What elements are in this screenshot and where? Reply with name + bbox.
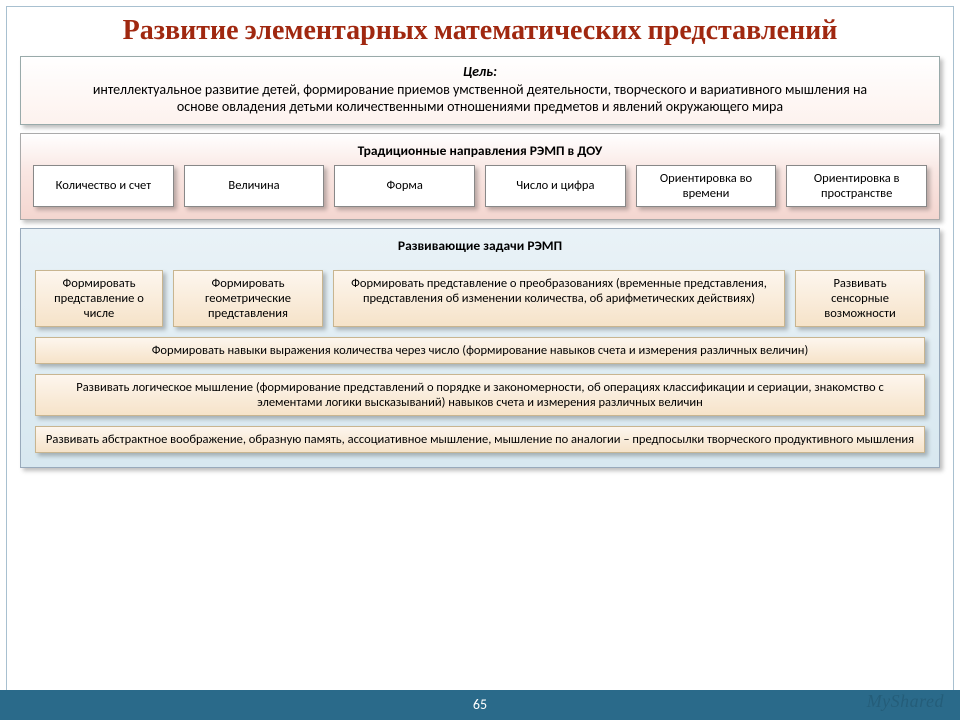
traditional-row: Количество и счет Величина Форма Число и… — [33, 165, 927, 207]
goal-label: Цель: — [463, 63, 497, 80]
task-item-wide: Формировать навыки выражения количества … — [35, 337, 925, 364]
traditional-item: Величина — [184, 165, 325, 207]
goal-box: Цель: интеллектуальное развитие детей, ф… — [20, 56, 940, 125]
task-item: Развивать сенсорные возможности — [795, 270, 925, 327]
page-number: 65 — [473, 696, 487, 713]
slide-title: Развитие элементарных математических пре… — [20, 14, 940, 46]
task-item-wide: Развивать абстрактное воображение, образ… — [35, 426, 925, 453]
traditional-item: Количество и счет — [33, 165, 174, 207]
traditional-item: Ориентировка в пространстве — [786, 165, 927, 207]
traditional-title: Традиционные направления РЭМП в ДОУ — [33, 142, 927, 159]
watermark: MyShared — [867, 691, 944, 712]
traditional-item: Число и цифра — [485, 165, 626, 207]
traditional-item: Ориентировка во времени — [636, 165, 777, 207]
task-item: Формировать геометрические представления — [173, 270, 323, 327]
tasks-row-1: Формировать представление о числе Формир… — [35, 270, 925, 327]
tasks-section: Развивающие задачи РЭМП Формировать пред… — [20, 228, 940, 468]
tasks-title: Развивающие задачи РЭМП — [35, 237, 925, 254]
task-item-wide: Развивать логическое мышление (формирова… — [35, 374, 925, 416]
task-item: Формировать представление о преобразован… — [333, 270, 785, 327]
task-item: Формировать представление о числе — [35, 270, 163, 327]
goal-text: интеллектуальное развитие детей, формиро… — [93, 81, 867, 116]
traditional-section: Традиционные направления РЭМП в ДОУ Коли… — [20, 133, 940, 220]
slide-content: Развитие элементарных математических пре… — [20, 14, 940, 684]
traditional-item: Форма — [334, 165, 475, 207]
footer-bar: 65 — [0, 690, 960, 720]
